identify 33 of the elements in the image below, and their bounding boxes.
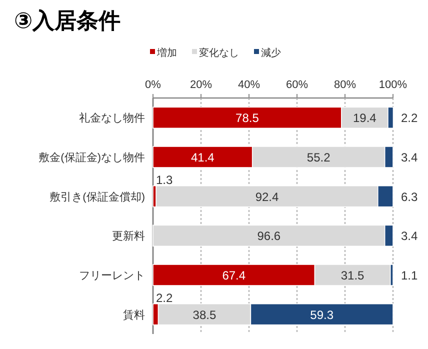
y-tick-label: 敷引き(保証金償却) bbox=[50, 190, 145, 204]
data-label: 2.2 bbox=[156, 290, 174, 305]
x-tick-label: 80% bbox=[334, 79, 356, 91]
data-label: 1.3 bbox=[156, 172, 174, 187]
y-tick-label: 賃料 bbox=[123, 308, 145, 322]
data-label: 67.4 bbox=[222, 268, 246, 282]
data-label: 59.3 bbox=[310, 308, 334, 322]
data-label: 96.6 bbox=[257, 229, 281, 244]
x-tick-label: 100% bbox=[378, 79, 408, 91]
data-label: 38.5 bbox=[192, 308, 216, 322]
y-tick-label: 礼金なし物件 bbox=[79, 112, 145, 125]
data-label: 3.4 bbox=[401, 229, 418, 244]
x-tick-label: 20% bbox=[190, 79, 212, 91]
legend-label: 変化なし bbox=[199, 47, 239, 59]
x-tick-label: 40% bbox=[238, 79, 260, 91]
data-label: 55.2 bbox=[306, 150, 331, 164]
data-label: 92.4 bbox=[255, 190, 279, 204]
y-tick-label: フリーレント bbox=[79, 270, 145, 282]
y-tick-label: 敷金(保証金)なし物件 bbox=[38, 151, 145, 164]
chart-title: ③入居条件 bbox=[14, 8, 121, 33]
x-tick-label: 60% bbox=[286, 79, 308, 91]
legend-label: 減少 bbox=[261, 47, 281, 59]
data-label: 2.2 bbox=[401, 111, 418, 126]
data-label: 78.5 bbox=[236, 111, 260, 126]
data-label: 1.1 bbox=[401, 268, 418, 282]
data-label: 19.4 bbox=[353, 111, 377, 126]
x-tick-label: 0% bbox=[145, 79, 162, 91]
legend-label: 増加 bbox=[156, 47, 177, 59]
data-label: 6.3 bbox=[401, 190, 418, 204]
data-label: 31.5 bbox=[340, 268, 365, 282]
data-label: 41.4 bbox=[191, 150, 215, 164]
y-tick-label: 更新料 bbox=[112, 230, 145, 243]
data-label: 3.4 bbox=[401, 150, 418, 164]
